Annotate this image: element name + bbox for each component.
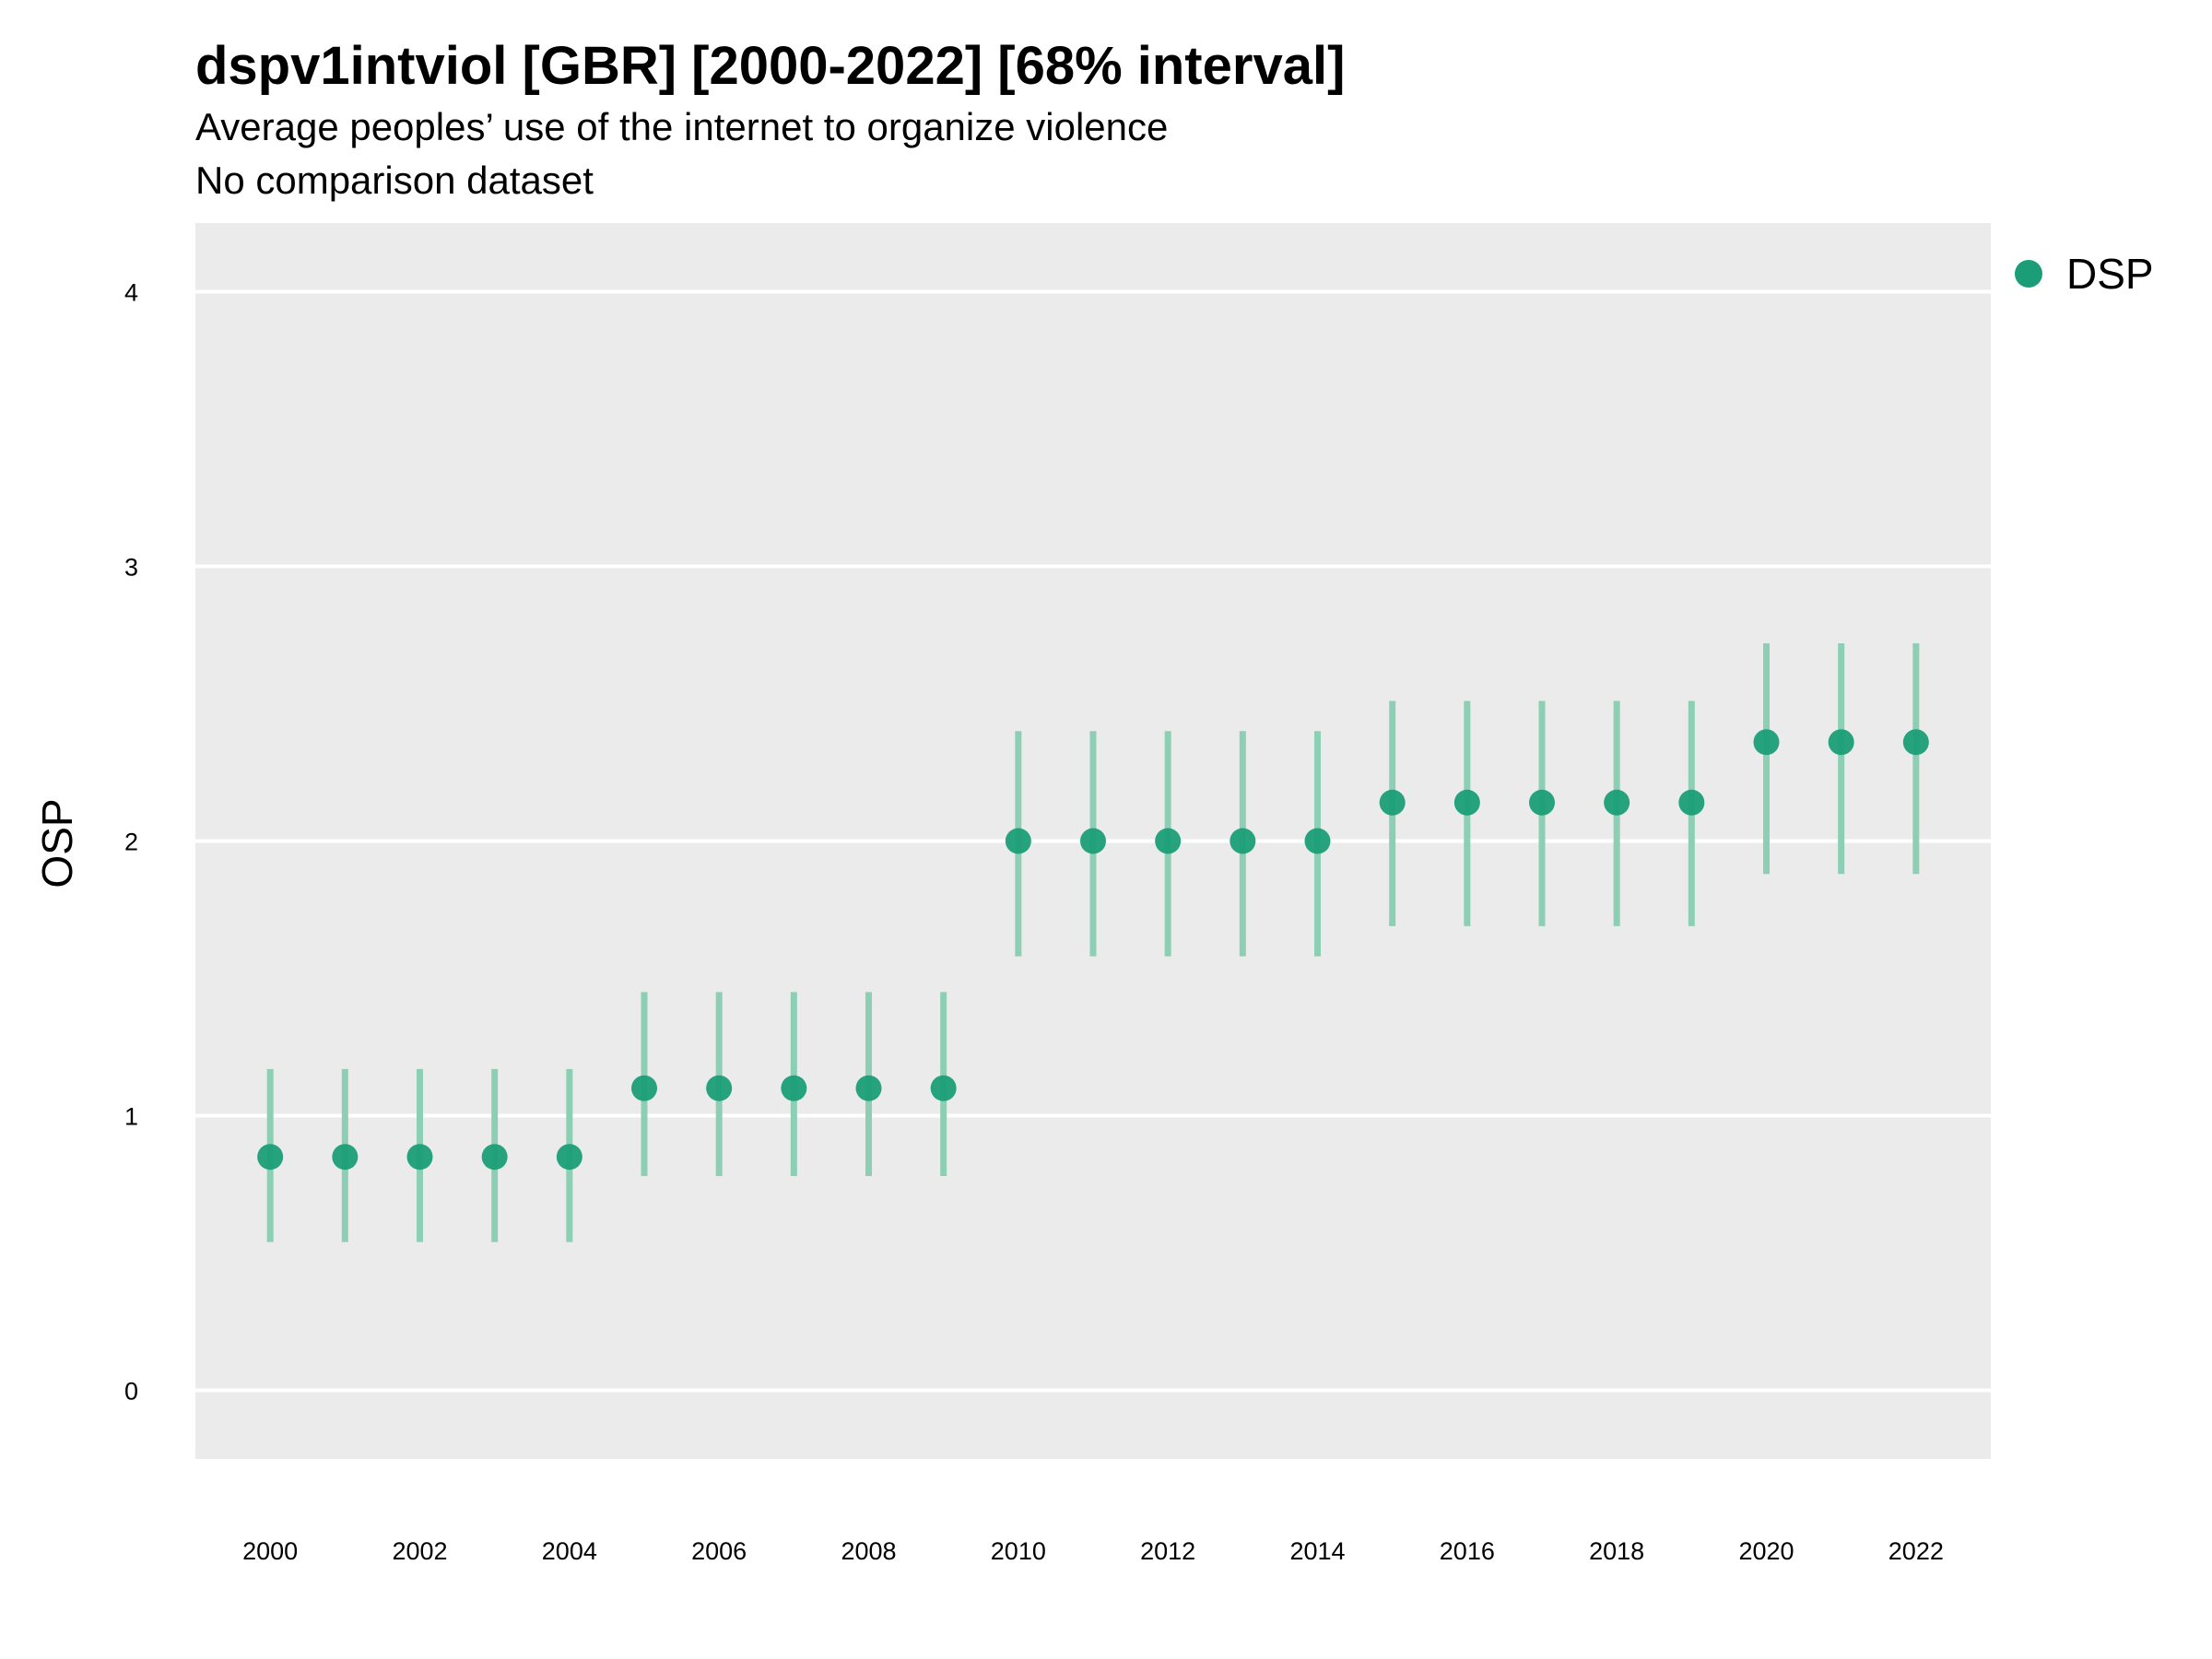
x-tick-label: 2010 <box>991 1537 1046 1565</box>
data-points <box>257 729 1929 1171</box>
x-axis-ticks: 2000 2002 2004 2006 2008 2010 2012 2014 2016 2018… <box>242 1537 1944 1565</box>
data-point <box>1230 828 1256 854</box>
x-tick-label: 2022 <box>1888 1537 1944 1565</box>
x-tick-label: 2000 <box>242 1537 298 1565</box>
data-point <box>1304 828 1331 854</box>
x-tick-label: 2002 <box>392 1537 447 1565</box>
data-point <box>781 1075 807 1101</box>
x-tick-label: 2004 <box>542 1537 597 1565</box>
y-tick-label: 1 <box>124 1103 138 1131</box>
data-point <box>1604 789 1630 816</box>
legend-label-dsp: DSP <box>2066 250 2154 298</box>
data-point <box>855 1075 882 1101</box>
y-tick-label: 2 <box>124 829 138 856</box>
data-point <box>1155 828 1182 854</box>
data-point <box>1753 729 1780 756</box>
data-point <box>406 1144 433 1171</box>
data-point <box>1828 729 1854 756</box>
y-tick-label: 3 <box>124 554 138 582</box>
data-point <box>257 1144 284 1171</box>
x-tick-label: 2012 <box>1140 1537 1195 1565</box>
data-point <box>481 1144 508 1171</box>
data-point <box>1080 828 1106 854</box>
data-point <box>1379 789 1406 816</box>
legend: DSP <box>2015 249 2154 299</box>
data-point <box>556 1144 582 1171</box>
data-point <box>1902 729 1929 756</box>
y-tick-label: 0 <box>124 1378 138 1406</box>
data-point <box>1453 789 1480 816</box>
chart-subtitle-line-2: No comparison dataset <box>195 159 594 202</box>
x-tick-label: 2006 <box>691 1537 747 1565</box>
y-axis-ticks: 0 1 2 3 4 <box>124 279 138 1406</box>
data-point <box>930 1075 957 1101</box>
x-tick-label: 2008 <box>841 1537 896 1565</box>
y-tick-label: 4 <box>124 279 138 307</box>
x-tick-label: 2020 <box>1738 1537 1794 1565</box>
data-point <box>706 1075 733 1101</box>
x-tick-label: 2016 <box>1440 1537 1495 1565</box>
data-point <box>332 1144 359 1171</box>
legend-dot-icon <box>2015 260 2042 288</box>
data-point <box>631 1075 657 1101</box>
chart-title: dspv1intviol [GBR] [2000-2022] [68% inte… <box>195 36 1346 96</box>
chart-subtitle-line-1: Average peoples’ use of the internet to … <box>195 105 1169 148</box>
data-point <box>1529 789 1555 816</box>
x-tick-label: 2018 <box>1589 1537 1644 1565</box>
x-tick-label: 2014 <box>1289 1537 1345 1565</box>
data-point <box>1678 789 1705 816</box>
data-point <box>1005 828 1031 854</box>
